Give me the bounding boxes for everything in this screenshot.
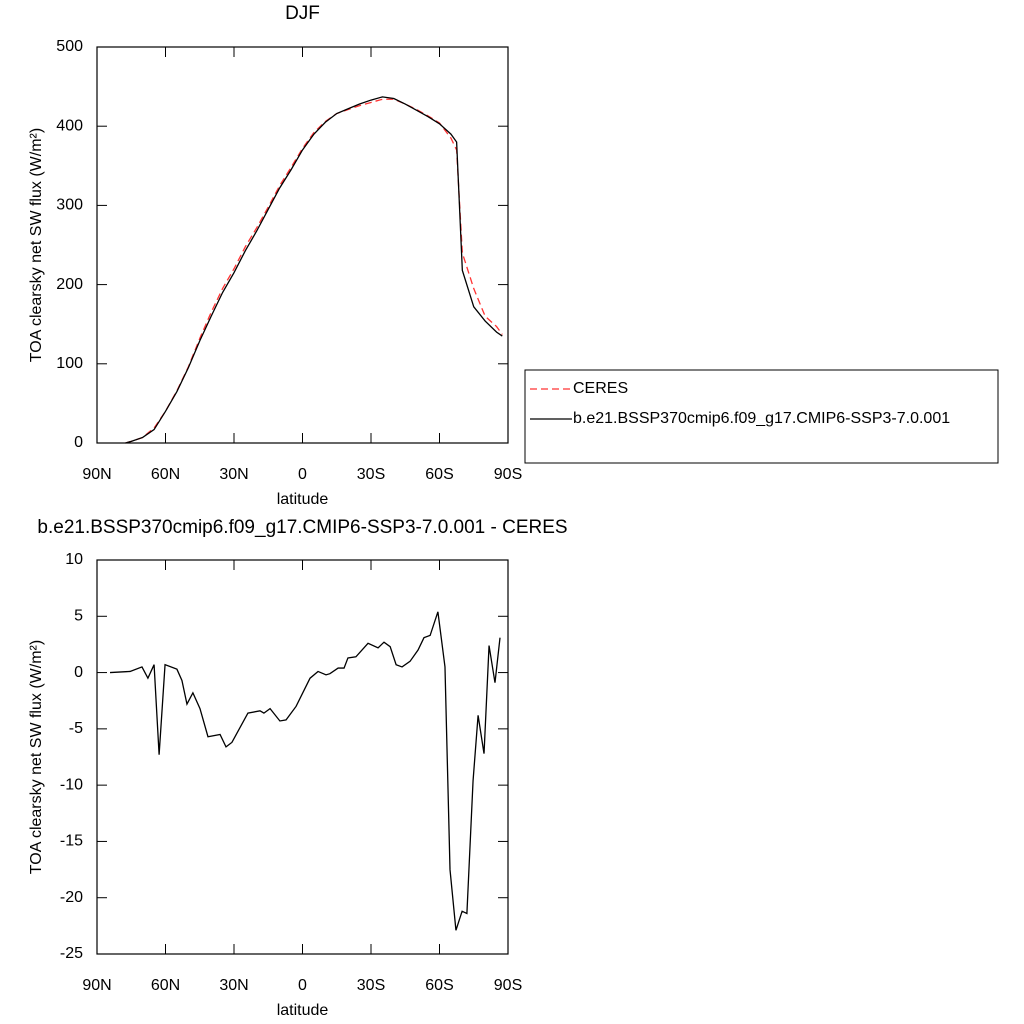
y-tick-label: 500 <box>56 38 83 55</box>
plot-frame <box>96 46 509 444</box>
x-tick-label: 30S <box>357 977 385 994</box>
legend-box <box>524 369 999 464</box>
x-tick-label: 90N <box>82 977 111 994</box>
data-line <box>125 98 503 444</box>
legend-label: CERES <box>573 380 628 397</box>
y-tick-label: 10 <box>65 551 83 568</box>
y-tick-label: 0 <box>74 434 83 451</box>
y-tick-label: 200 <box>56 276 83 293</box>
y-axis-label: TOA clearsky net SW flux (W/m²) <box>28 128 45 362</box>
data-line <box>109 611 501 931</box>
y-tick-label: -10 <box>60 776 83 793</box>
y-tick-label: 100 <box>56 355 83 372</box>
plot-frame <box>96 559 509 955</box>
x-tick-label: 30N <box>219 466 248 483</box>
x-tick-label: 60S <box>425 466 453 483</box>
x-tick-label: 60N <box>151 466 180 483</box>
x-tick-label: 90S <box>494 977 522 994</box>
y-tick-label: -25 <box>60 945 83 962</box>
x-tick-label: 90N <box>82 466 111 483</box>
chart-title: b.e21.BSSP370cmip6.f09_g17.CMIP6-SSP3-7.… <box>37 517 567 538</box>
x-tick-label: 0 <box>298 977 307 994</box>
legend: CERES b.e21.BSSP370cmip6.f09_g17.CMIP6-SS… <box>524 369 999 464</box>
y-tick-label: 300 <box>56 197 83 214</box>
x-tick-label: 30N <box>219 977 248 994</box>
y-tick-label: 400 <box>56 117 83 134</box>
x-tick-label: 60S <box>425 977 453 994</box>
y-tick-label: -20 <box>60 889 83 906</box>
x-tick-label: 0 <box>298 466 307 483</box>
y-tick-label: 5 <box>74 608 83 625</box>
y-tick-label: -5 <box>69 720 83 737</box>
x-tick-label: 60N <box>151 977 180 994</box>
x-axis-label: latitude <box>277 1002 329 1019</box>
y-tick-label: 0 <box>74 664 83 681</box>
y-tick-label: -15 <box>60 833 83 850</box>
data-line <box>125 96 503 444</box>
x-tick-label: 90S <box>494 466 522 483</box>
chart-title: DJF <box>285 3 320 24</box>
legend-label: b.e21.BSSP370cmip6.f09_g17.CMIP6-SSP3-7.… <box>573 410 950 427</box>
x-tick-label: 30S <box>357 466 385 483</box>
x-axis-label: latitude <box>277 491 329 508</box>
y-axis-label: TOA clearsky net SW flux (W/m²) <box>28 640 45 874</box>
